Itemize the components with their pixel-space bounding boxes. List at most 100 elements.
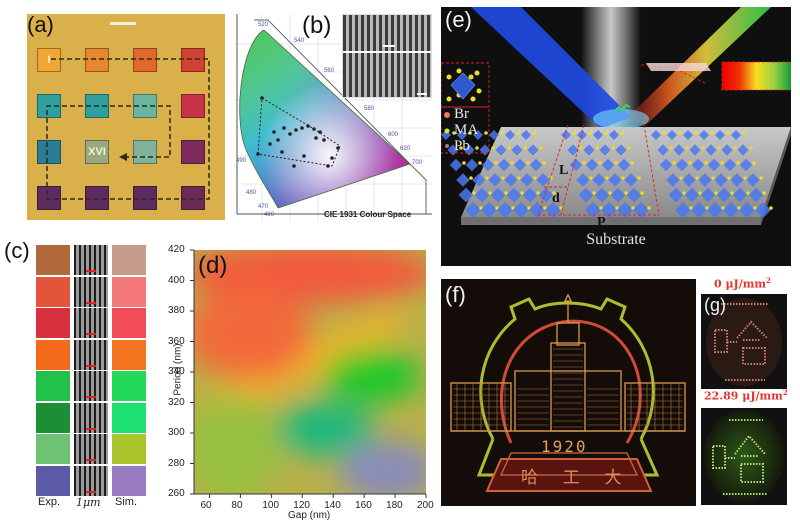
wavelength-label: 520 [258, 22, 269, 28]
y-tick-label: 300 [168, 427, 185, 438]
ma-cation [469, 176, 473, 180]
ma-cation [527, 206, 531, 210]
ma-cation [579, 146, 583, 150]
university-emblem [450, 293, 686, 492]
panel-e-label: (e) [445, 7, 472, 32]
ma-cation [588, 131, 592, 135]
sim-color-swatch [112, 371, 146, 401]
ma-cation [501, 176, 505, 180]
pixel-square [181, 94, 205, 118]
octahedron [463, 144, 475, 156]
octahedron [739, 158, 753, 172]
octahedron [731, 130, 741, 140]
ma-cation [685, 146, 689, 150]
octahedron [495, 144, 507, 156]
ma-cation [627, 146, 631, 150]
panel-g-label: (g) [704, 295, 726, 315]
octahedron [668, 187, 684, 203]
octahedron [481, 202, 497, 218]
exp-color-swatch [36, 371, 70, 401]
sim-color-swatch [112, 245, 146, 275]
octahedron [732, 187, 748, 203]
ma-cation [523, 146, 527, 150]
pixel-square [85, 186, 109, 210]
octahedron [583, 144, 595, 156]
ma-cation [552, 191, 556, 195]
ma-cation [491, 146, 495, 150]
pixel-square [133, 186, 157, 210]
octahedron [497, 158, 511, 172]
ma-cation [694, 131, 698, 135]
octahedron [505, 130, 515, 140]
sem-image [74, 434, 108, 464]
ma-cation [698, 191, 702, 195]
ma-cation [701, 146, 705, 150]
ma-cation [730, 191, 734, 195]
octahedron [577, 130, 587, 140]
octahedron [700, 187, 716, 203]
ma-cation [736, 161, 740, 165]
wavelength-label: 480 [246, 190, 257, 196]
heatmap-axes [190, 249, 427, 498]
heatmap-plot-area [194, 250, 426, 494]
ma-cation [637, 176, 641, 180]
exponent: 2 [766, 276, 771, 285]
ma-cation [695, 176, 699, 180]
substrate-label: Substrate [586, 231, 646, 248]
octahedron [506, 187, 522, 203]
y-tick-label: 420 [168, 244, 185, 255]
ma-cation [714, 191, 718, 195]
octahedron [601, 202, 617, 218]
octahedron [569, 158, 583, 172]
exp-color-swatch [36, 339, 70, 370]
panel-d-label: (d) [198, 252, 228, 279]
pixel-square: I [37, 48, 61, 72]
exp-color-swatch [36, 308, 70, 338]
ma-cation [536, 191, 540, 195]
ma-cation [507, 146, 511, 150]
ma-cation [510, 161, 514, 165]
exponent: 2 [782, 388, 788, 397]
panel-b-cie-diagram: 520 540 560 580 600 620 700 490 480 470 … [234, 14, 432, 222]
octahedron [489, 130, 499, 140]
octahedron [615, 144, 627, 156]
ma-cation [614, 161, 618, 165]
scale-bar [86, 364, 96, 367]
scale-bar [86, 270, 96, 272]
ma-cation [479, 206, 483, 210]
octahedron [691, 158, 705, 172]
column-label-scale: 1μm [76, 496, 101, 509]
ma-cation [605, 176, 609, 180]
octahedron [473, 130, 483, 140]
ma-cation [752, 161, 756, 165]
scale-bar [86, 427, 96, 430]
ma-cation [759, 176, 763, 180]
octahedron [529, 158, 543, 172]
sem-image [74, 308, 108, 338]
exp-color-swatch [36, 465, 70, 496]
wavelength-label: 460 [264, 212, 275, 218]
ma-cation [452, 131, 456, 135]
ma-cation [615, 206, 619, 210]
legend-ma: MA [454, 122, 479, 138]
octahedron [684, 187, 700, 203]
sem-image [74, 402, 108, 433]
fluence-bottom-value: 22.89 μJ/mm [704, 389, 783, 403]
ma-cation [611, 146, 615, 150]
pixel-square [181, 140, 205, 164]
ma-cation [630, 161, 634, 165]
pixel-label-first: I [47, 54, 51, 66]
octahedron [705, 144, 717, 156]
x-tick-label: 200 [417, 500, 434, 511]
ma-cation [542, 161, 546, 165]
ma-cation [494, 161, 498, 165]
octahedron [739, 202, 755, 218]
octahedron [715, 130, 725, 140]
ma-cation [604, 131, 608, 135]
ma-cation [559, 206, 563, 210]
ma-cation [727, 176, 731, 180]
ma-cation [749, 146, 753, 150]
octahedron [651, 130, 661, 140]
sim-color-swatch [112, 308, 146, 338]
sem-image [74, 339, 108, 370]
